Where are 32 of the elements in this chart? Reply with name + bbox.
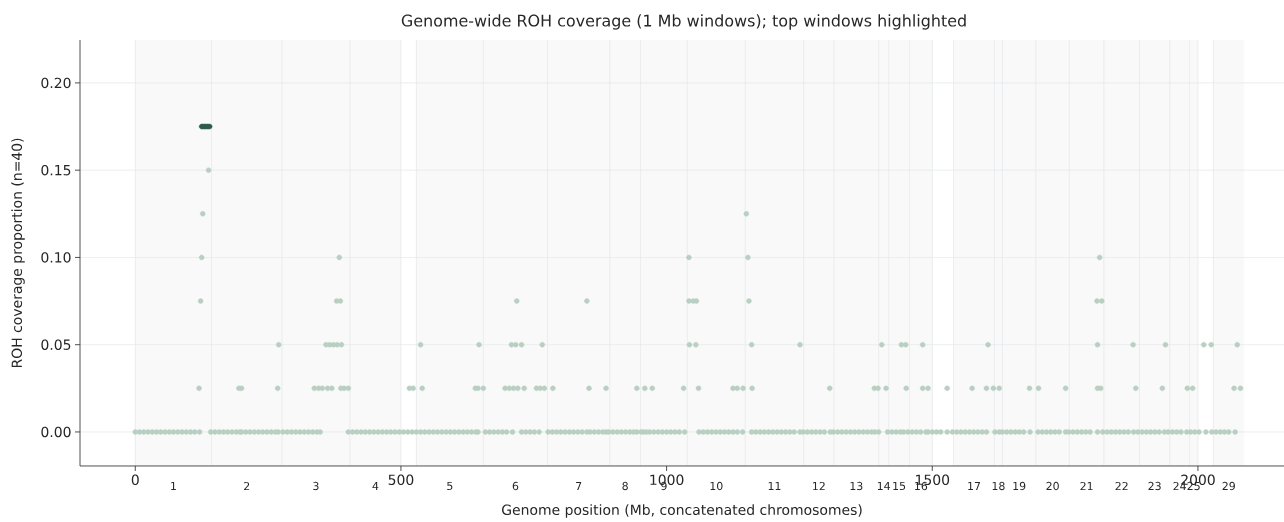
band-label: 10 (710, 481, 723, 491)
band-label: 23 (1148, 481, 1161, 491)
chart-title: Genome-wide ROH coverage (1 Mb windows); top windows highlighted (401, 14, 966, 30)
y-tick-label: 0.05 (41, 339, 71, 350)
band-label: 11 (768, 482, 781, 490)
band-label: 18 (992, 481, 1005, 491)
y-axis-title: ROH coverage proportion (n=40) (11, 138, 25, 368)
y-tick-label: 0.15 (41, 164, 71, 176)
band-label: 8 (622, 481, 628, 491)
band-label: 2 (244, 481, 250, 491)
band-label: 6 (512, 481, 519, 491)
band-label: 14 (877, 482, 891, 490)
x-tick-label: 500 (388, 474, 414, 486)
x-axis-title: Genome position (Mb, concatenated chromosomes) (502, 504, 862, 518)
band-label: 19 (1013, 481, 1026, 491)
x-tick-label: 0 (131, 474, 139, 486)
band-label: 13 (850, 481, 863, 491)
band-label: 1 (171, 482, 176, 490)
band-label: 4 (372, 482, 379, 490)
band-label: 20 (1046, 481, 1059, 491)
band-label: 15 (893, 481, 906, 491)
y-tick-label: 0.20 (41, 77, 71, 89)
band-label: 17 (968, 482, 981, 490)
band-label: 22 (1115, 481, 1128, 491)
band-label: 29 (1222, 481, 1235, 491)
y-tick-label: 0.10 (41, 252, 71, 263)
band-label: 21 (1080, 481, 1093, 491)
band-label: 5 (447, 481, 453, 491)
band-label: 12 (813, 481, 825, 491)
band-label: 7 (576, 482, 582, 490)
y-tick-label: 0.00 (41, 426, 71, 438)
band-label: 3 (313, 481, 319, 491)
